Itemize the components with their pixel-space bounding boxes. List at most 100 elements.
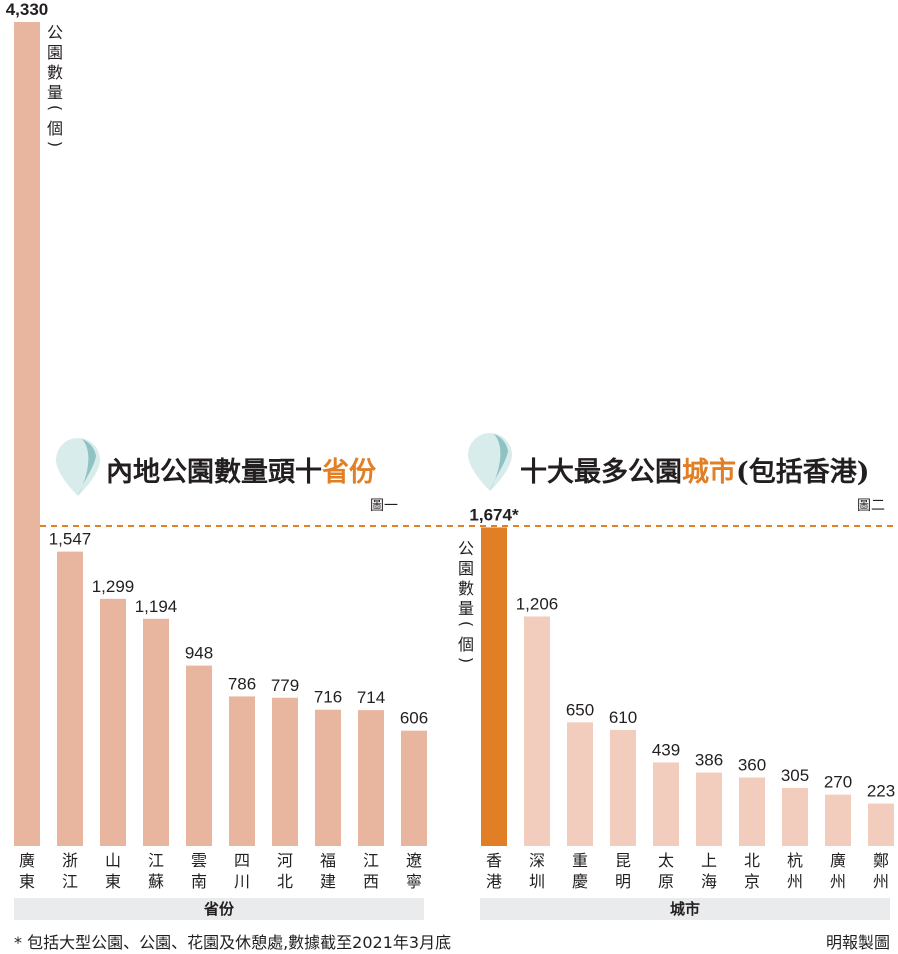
svg-text:江: 江 bbox=[62, 872, 78, 891]
svg-text:杭: 杭 bbox=[787, 851, 803, 870]
category-label-四川: 四川 bbox=[234, 851, 250, 891]
svg-text:寧: 寧 bbox=[406, 872, 422, 891]
category-label-杭州: 杭州 bbox=[787, 851, 803, 891]
bar-北京 bbox=[739, 777, 765, 846]
svg-text:蘇: 蘇 bbox=[148, 872, 164, 891]
svg-text:州: 州 bbox=[873, 872, 889, 891]
svg-text:東: 東 bbox=[105, 872, 121, 891]
svg-text:明: 明 bbox=[615, 872, 631, 891]
svg-text:園: 園 bbox=[458, 559, 474, 578]
svg-text:): ) bbox=[46, 141, 65, 147]
svg-text:量: 量 bbox=[458, 599, 474, 618]
svg-text:鄭: 鄭 bbox=[873, 851, 889, 870]
category-label-重慶: 重慶 bbox=[572, 851, 588, 891]
location-pin-icon bbox=[56, 438, 100, 496]
svg-text:(: ( bbox=[46, 105, 65, 111]
chart2-title-accent: 城市 bbox=[682, 456, 736, 488]
category-label-廣州: 廣州 bbox=[830, 851, 846, 891]
bar-杭州 bbox=[782, 787, 808, 846]
category-label-山東: 山東 bbox=[105, 851, 121, 891]
svg-text:遼: 遼 bbox=[406, 851, 422, 870]
value-label-四川: 786 bbox=[228, 674, 256, 693]
svg-text:慶: 慶 bbox=[572, 872, 588, 891]
svg-text:深: 深 bbox=[529, 851, 545, 870]
svg-text:川: 川 bbox=[234, 872, 250, 891]
svg-text:數: 數 bbox=[458, 579, 474, 598]
bar-香港 bbox=[481, 527, 507, 846]
chart2-title-main: 十大最多公園 bbox=[520, 457, 682, 488]
chart1-xlabel: 省份 bbox=[203, 900, 235, 918]
category-label-上海: 上海 bbox=[701, 851, 717, 891]
svg-text:東: 東 bbox=[19, 872, 35, 891]
svg-text:浙: 浙 bbox=[62, 851, 78, 870]
svg-text:廣: 廣 bbox=[830, 851, 846, 870]
category-label-雲南: 雲南 bbox=[191, 851, 207, 891]
category-label-江西: 江西 bbox=[363, 851, 379, 891]
svg-text:山: 山 bbox=[105, 851, 121, 870]
svg-text:北: 北 bbox=[744, 851, 760, 870]
chart2-xlabel: 城市 bbox=[670, 900, 700, 918]
value-label-河北: 779 bbox=[271, 676, 299, 695]
svg-text:內地公園數量頭十省份: 內地公園數量頭十省份 bbox=[106, 457, 376, 488]
svg-text:江: 江 bbox=[148, 851, 164, 870]
value-label-遼寧: 606 bbox=[400, 709, 428, 728]
value-label-浙江: 1,547 bbox=[49, 530, 92, 549]
svg-text:數: 數 bbox=[47, 63, 63, 82]
category-label-鄭州: 鄭州 bbox=[873, 851, 889, 891]
bar-遼寧 bbox=[401, 730, 427, 846]
bar-重慶 bbox=[567, 722, 593, 846]
value-label-鄭州: 223 bbox=[867, 782, 895, 801]
bar-廣東 bbox=[14, 22, 40, 846]
chart2-bars: 1,674* 香港 1,206 深圳 650 重慶 610 昆明 439 太原 386 上海 360 北京… bbox=[469, 505, 895, 891]
chart2-ylabel: 公園數量 ( 個) bbox=[457, 539, 476, 663]
svg-text:(: ( bbox=[457, 621, 476, 627]
svg-text:園: 園 bbox=[47, 43, 63, 62]
svg-text:香: 香 bbox=[486, 851, 502, 870]
svg-text:南: 南 bbox=[191, 872, 207, 891]
svg-text:公: 公 bbox=[47, 23, 63, 42]
category-label-深圳: 深圳 bbox=[529, 851, 545, 891]
value-label-深圳: 1,206 bbox=[516, 594, 559, 613]
svg-text:公: 公 bbox=[458, 539, 474, 558]
bar-浙江 bbox=[57, 551, 83, 846]
bar-廣州 bbox=[825, 794, 851, 846]
svg-text:京: 京 bbox=[744, 872, 760, 891]
value-label-江蘇: 1,194 bbox=[135, 597, 178, 616]
chart1-ylabel: 公園數量 (個) bbox=[46, 23, 65, 147]
value-label-上海: 386 bbox=[695, 751, 723, 770]
svg-text:個: 個 bbox=[47, 119, 63, 138]
category-label-香港: 香港 bbox=[486, 851, 502, 891]
bar-上海 bbox=[696, 772, 722, 846]
svg-text:州: 州 bbox=[830, 872, 846, 891]
value-label-雲南: 948 bbox=[185, 644, 213, 663]
chart2-figure-label: 圖二 bbox=[857, 498, 885, 514]
bar-深圳 bbox=[524, 616, 550, 846]
bar-福建 bbox=[315, 709, 341, 846]
value-label-香港: 1,674* bbox=[469, 505, 519, 524]
bar-江蘇 bbox=[143, 618, 169, 846]
svg-text:個: 個 bbox=[458, 635, 474, 654]
svg-text:): ) bbox=[457, 657, 476, 663]
svg-text:港: 港 bbox=[486, 872, 502, 891]
svg-text:河: 河 bbox=[277, 851, 293, 870]
category-label-太原: 太原 bbox=[658, 851, 674, 891]
value-label-太原: 439 bbox=[652, 740, 680, 759]
location-pin-icon bbox=[468, 433, 512, 491]
credit: 明報製圖 bbox=[826, 933, 890, 952]
svg-text:北: 北 bbox=[277, 872, 293, 891]
chart1-figure-label: 圖一 bbox=[370, 498, 398, 514]
value-label-北京: 360 bbox=[738, 755, 766, 774]
category-label-遼寧: 遼寧 bbox=[406, 851, 422, 891]
footnote: * 包括大型公園、公園、花園及休憩處,數據截至2021年3月底 bbox=[14, 933, 451, 952]
category-label-廣東: 廣東 bbox=[19, 851, 35, 891]
chart1-axis-band bbox=[14, 898, 424, 920]
bar-江西 bbox=[358, 710, 384, 846]
svg-text:福: 福 bbox=[320, 851, 336, 870]
svg-text:江: 江 bbox=[363, 851, 379, 870]
value-label-昆明: 610 bbox=[609, 708, 637, 727]
svg-text:上: 上 bbox=[701, 851, 717, 870]
svg-text:海: 海 bbox=[701, 872, 717, 891]
svg-text:太: 太 bbox=[658, 851, 674, 870]
svg-text:十大最多公園城市(包括香港): 十大最多公園城市(包括香港) bbox=[520, 456, 870, 488]
